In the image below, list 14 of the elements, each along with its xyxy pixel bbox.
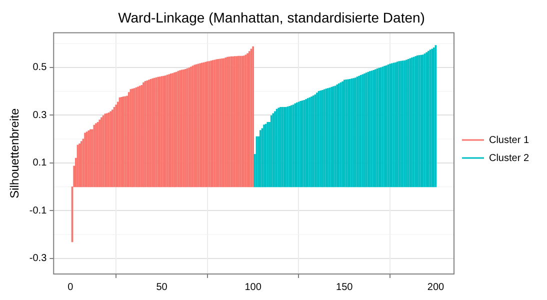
y-tick-label: 0.5 [32, 62, 48, 74]
x-tick-label: 50 [156, 282, 168, 293]
y-tick-label: -0.3 [29, 253, 48, 264]
x-tick-label: 0 [68, 282, 74, 293]
legend-label: Cluster 1 [488, 134, 530, 146]
x-tick-label: 100 [244, 282, 262, 293]
y-tick-label: 0.3 [32, 110, 48, 121]
y-tick-label: 0.1 [32, 158, 48, 169]
chart-title: Ward-Linkage (Manhattan, standardisierte Daten) [118, 9, 425, 26]
x-tick-label: 150 [336, 282, 354, 293]
legend-label: Cluster 2 [488, 152, 530, 164]
y-tick-label: -0.1 [29, 205, 48, 216]
y-axis-title: Silhouettenbreite [8, 108, 22, 198]
x-tick-label: 200 [427, 282, 444, 293]
